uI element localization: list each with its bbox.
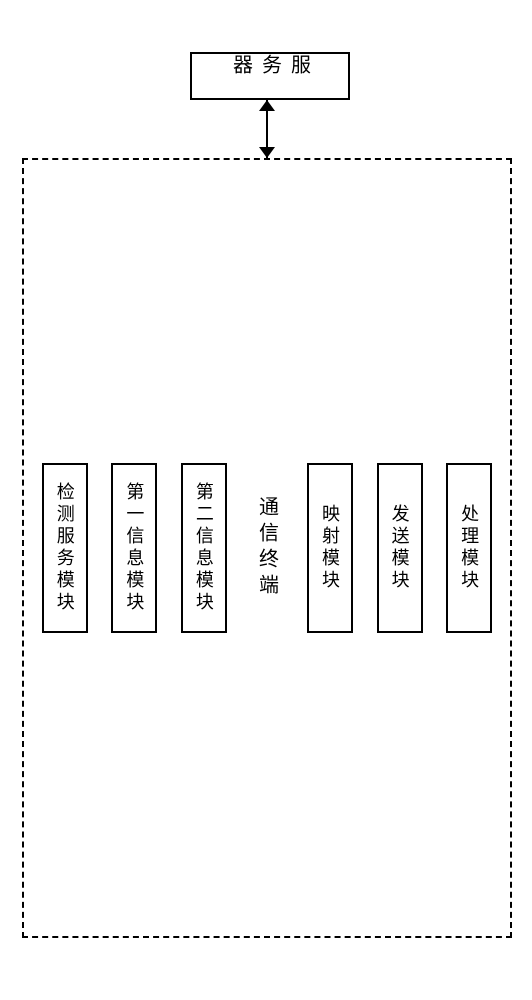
module-detection-service: 检测服务模块 <box>42 463 88 633</box>
server-label: 服务器 <box>227 54 314 98</box>
module-send: 发送模块 <box>377 463 423 633</box>
module-first-info: 第一信息模块 <box>111 463 157 633</box>
module-label: 映射模块 <box>317 504 343 592</box>
module-label: 第一信息模块 <box>121 482 147 614</box>
server-box: 服务器 <box>190 52 350 100</box>
arrow-head-down <box>259 147 275 158</box>
terminal-box: 检测服务模块 第一信息模块 第二信息模块 通信终端 映射模块 发送模块 处理模块 <box>22 158 512 938</box>
module-label: 发送模块 <box>387 504 413 592</box>
module-mapping: 映射模块 <box>307 463 353 633</box>
module-second-info: 第二信息模块 <box>181 463 227 633</box>
diagram-canvas: 服务器 检测服务模块 第一信息模块 第二信息模块 通信终端 映射模块 发送模块 … <box>0 0 532 1000</box>
arrow-head-up <box>259 100 275 111</box>
terminal-label: 通信终端 <box>252 496 281 600</box>
module-label: 第二信息模块 <box>191 482 217 614</box>
module-process: 处理模块 <box>446 463 492 633</box>
module-label: 检测服务模块 <box>52 482 78 614</box>
module-label: 处理模块 <box>456 504 482 592</box>
